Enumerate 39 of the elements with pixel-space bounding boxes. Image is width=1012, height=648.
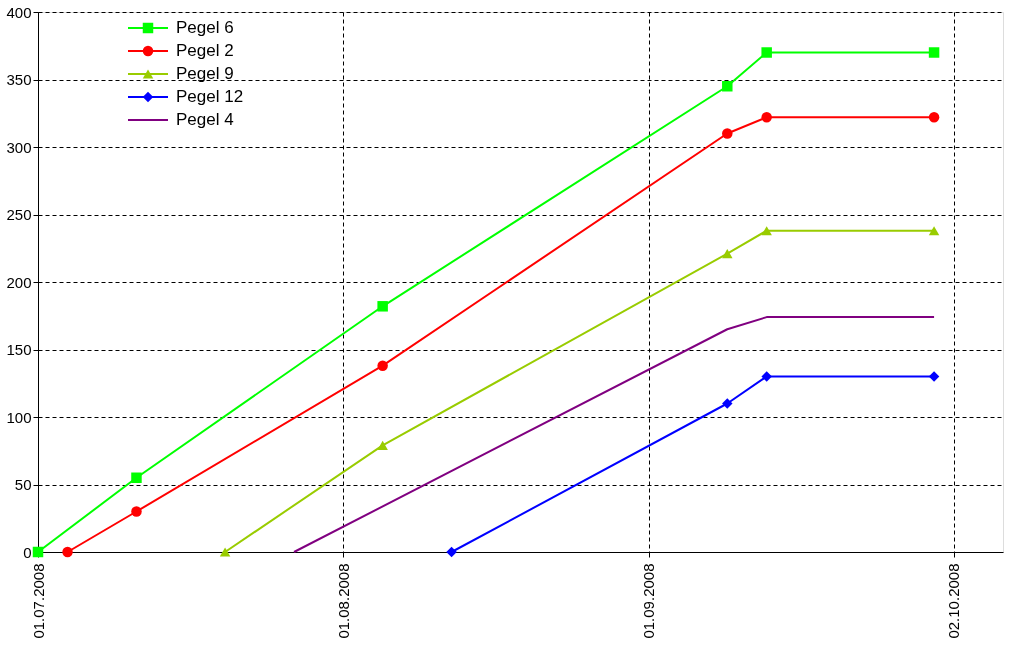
legend-label: Pegel 9 (176, 64, 234, 83)
point (377, 360, 388, 371)
point (446, 546, 457, 558)
point (761, 226, 772, 236)
point (928, 112, 940, 123)
point (722, 81, 733, 92)
point (377, 301, 388, 312)
point (722, 249, 733, 259)
x-tick-label: 01.08.2008 (334, 563, 352, 639)
y-tick-label: 300 (6, 138, 32, 156)
point (761, 47, 772, 58)
y-tick-label: 400 (6, 3, 32, 21)
y-tick-label: 100 (6, 408, 32, 426)
point (377, 440, 388, 450)
legend-label: Pegel 4 (176, 110, 234, 129)
point (722, 398, 733, 409)
legend-label: Pegel 12 (176, 87, 244, 106)
legend-label: Pegel 2 (176, 41, 234, 60)
point (928, 371, 940, 382)
x-tick-label: 01.07.2008 (29, 563, 47, 639)
y-tick-label: 0 (23, 543, 32, 561)
y-tick-label: 50 (14, 476, 32, 493)
x-tick-label: 01.09.2008 (640, 563, 658, 639)
y-tick-label: 200 (6, 273, 32, 291)
point (32, 546, 44, 558)
point (761, 371, 772, 382)
point (722, 128, 733, 139)
x-tick-label: 02.10.2008 (945, 563, 963, 639)
point (62, 546, 73, 558)
y-tick-label: 250 (6, 206, 32, 223)
y-tick-label: 350 (6, 71, 32, 88)
y-tick-label: 150 (6, 341, 32, 358)
point (928, 47, 940, 58)
legend-label: Pegel 6 (176, 18, 234, 37)
point (761, 112, 772, 123)
point (219, 547, 231, 557)
point (131, 472, 142, 483)
point (928, 226, 940, 236)
point (131, 506, 142, 517)
